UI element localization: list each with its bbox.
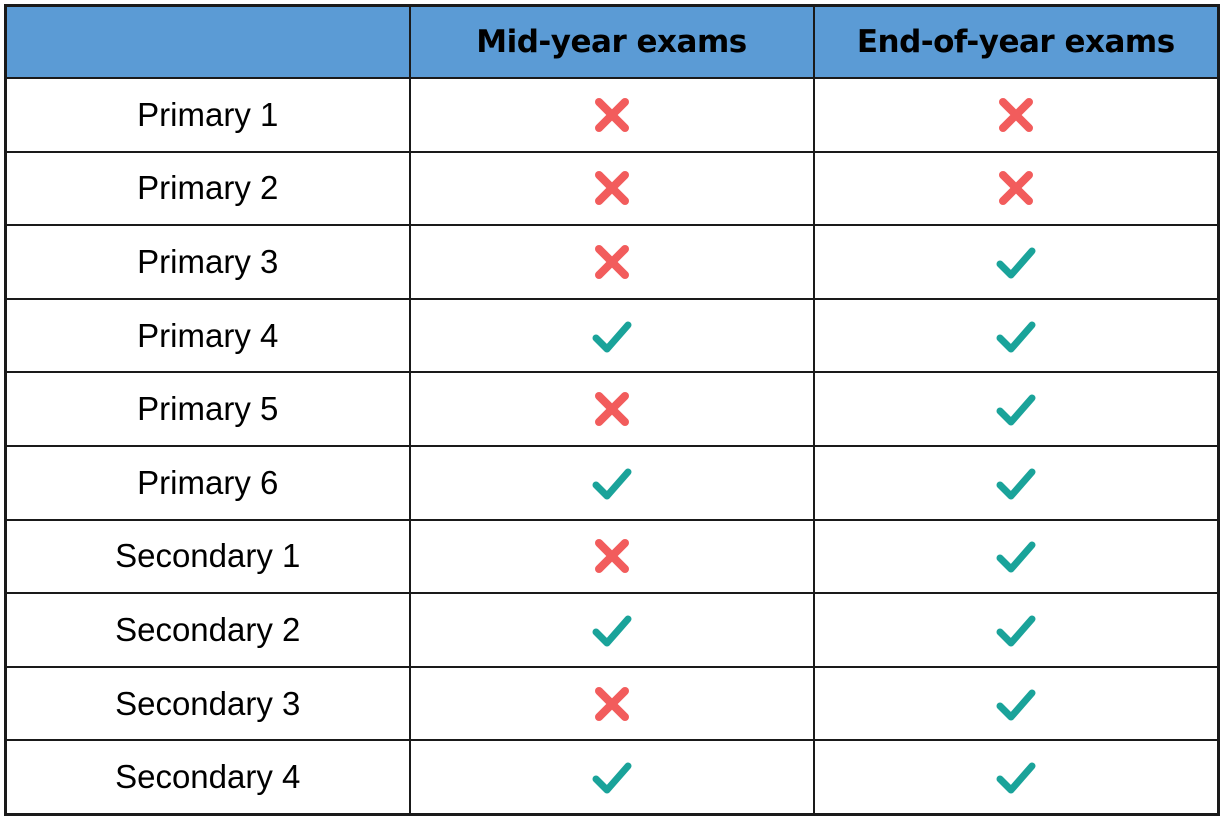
cross-icon (994, 166, 1038, 210)
level-label: Primary 6 (4, 444, 411, 521)
end-of-year-cell (812, 592, 1220, 668)
table-row: Primary 1 (4, 77, 1220, 153)
level-label: Primary 1 (4, 77, 411, 153)
end-of-year-cell (812, 150, 1220, 227)
mid-year-cell (408, 150, 815, 227)
level-label: Primary 2 (4, 150, 411, 227)
end-of-year-cell (812, 444, 1220, 521)
cross-icon (994, 93, 1038, 137)
level-label: Primary 5 (4, 371, 411, 447)
header-row: Mid-year exams End-of-year exams (4, 4, 1220, 79)
header-mid-year-exams: Mid-year exams (408, 4, 815, 79)
mid-year-cell (408, 444, 815, 521)
mid-year-cell (408, 224, 815, 300)
end-of-year-cell (812, 224, 1220, 300)
cross-icon (590, 387, 634, 431)
end-of-year-cell (812, 665, 1220, 742)
level-label: Secondary 1 (4, 518, 411, 595)
level-label: Secondary 3 (4, 665, 411, 742)
mid-year-cell (408, 371, 815, 447)
check-icon (590, 314, 634, 358)
end-of-year-cell (812, 518, 1220, 595)
cross-icon (590, 93, 634, 137)
check-icon (590, 461, 634, 505)
level-label: Primary 3 (4, 224, 411, 300)
table-row: Primary 3 (4, 224, 1220, 300)
mid-year-cell (408, 592, 815, 668)
table-row: Primary 4 (4, 297, 1220, 374)
check-icon (590, 755, 634, 799)
check-icon (994, 608, 1038, 652)
end-of-year-cell (812, 297, 1220, 374)
check-icon (994, 755, 1038, 799)
cross-icon (590, 240, 634, 284)
exam-schedule-table: Mid-year exams End-of-year exams Primary… (4, 4, 1220, 816)
table-body: Primary 1 Primary 2 Primary 3 Primary 4 Prim… (4, 77, 1220, 816)
table-row: Primary 6 (4, 444, 1220, 521)
table-row: Secondary 2 (4, 592, 1220, 668)
check-icon (994, 314, 1038, 358)
mid-year-cell (408, 77, 815, 153)
level-label: Secondary 2 (4, 592, 411, 668)
check-icon (590, 608, 634, 652)
table-row: Primary 2 (4, 150, 1220, 227)
mid-year-cell (408, 665, 815, 742)
check-icon (994, 534, 1038, 578)
level-label: Secondary 4 (4, 739, 411, 816)
level-label: Primary 4 (4, 297, 411, 374)
cross-icon (590, 534, 634, 578)
mid-year-cell (408, 518, 815, 595)
check-icon (994, 461, 1038, 505)
cross-icon (590, 166, 634, 210)
header-end-of-year-exams: End-of-year exams (812, 4, 1220, 79)
check-icon (994, 682, 1038, 726)
mid-year-cell (408, 739, 815, 816)
end-of-year-cell (812, 77, 1220, 153)
table-row: Secondary 4 (4, 739, 1220, 816)
check-icon (994, 387, 1038, 431)
cross-icon (590, 682, 634, 726)
end-of-year-cell (812, 371, 1220, 447)
end-of-year-cell (812, 739, 1220, 816)
header-corner (4, 4, 411, 79)
table-row: Primary 5 (4, 371, 1220, 447)
mid-year-cell (408, 297, 815, 374)
check-icon (994, 240, 1038, 284)
table-row: Secondary 1 (4, 518, 1220, 595)
table-row: Secondary 3 (4, 665, 1220, 742)
